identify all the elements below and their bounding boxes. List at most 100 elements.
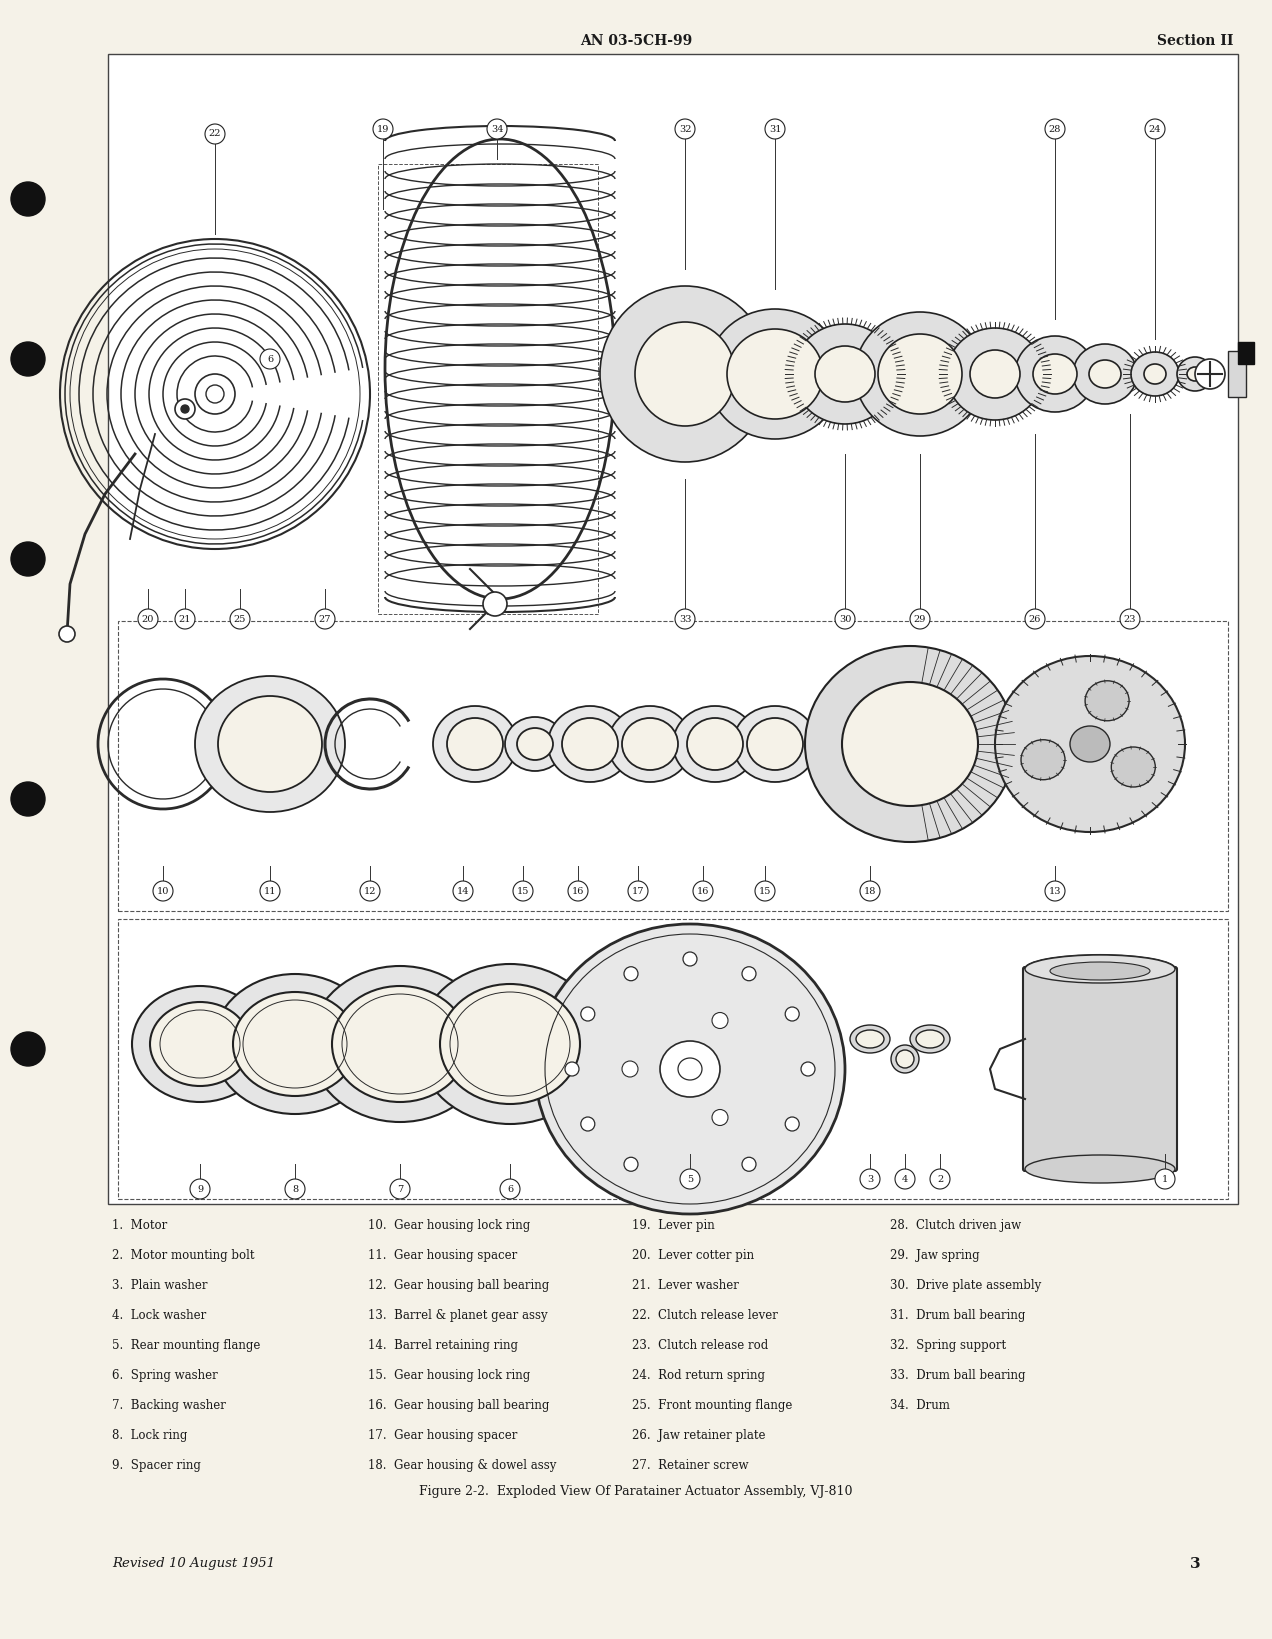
Ellipse shape (373, 120, 393, 139)
Text: AN 03-5CH-99: AN 03-5CH-99 (580, 34, 692, 48)
Ellipse shape (815, 346, 875, 402)
Text: 5: 5 (687, 1175, 693, 1183)
Text: 31: 31 (768, 125, 781, 133)
FancyBboxPatch shape (1023, 967, 1177, 1170)
Text: 34: 34 (491, 125, 504, 133)
Text: 7: 7 (397, 1185, 403, 1193)
Ellipse shape (712, 1013, 728, 1029)
Ellipse shape (446, 718, 502, 770)
Text: 6: 6 (267, 354, 273, 364)
Text: 8: 8 (293, 1185, 298, 1193)
Ellipse shape (855, 311, 985, 436)
Text: Section II: Section II (1156, 34, 1234, 48)
Bar (1227, 351, 1247, 397)
Text: 6.  Spring washer: 6. Spring washer (112, 1369, 218, 1382)
Ellipse shape (259, 882, 280, 901)
Text: 10.  Gear housing lock ring: 10. Gear housing lock ring (368, 1219, 530, 1233)
Ellipse shape (1046, 882, 1065, 901)
Ellipse shape (801, 1062, 815, 1075)
Ellipse shape (608, 706, 692, 782)
Ellipse shape (206, 385, 224, 403)
Ellipse shape (995, 656, 1186, 833)
Ellipse shape (916, 1029, 944, 1047)
Ellipse shape (1121, 610, 1140, 629)
Ellipse shape (233, 992, 357, 1096)
Text: 26: 26 (1029, 615, 1042, 623)
Ellipse shape (581, 1118, 595, 1131)
Ellipse shape (971, 351, 1020, 398)
Ellipse shape (712, 1110, 728, 1126)
Ellipse shape (1194, 359, 1225, 388)
Ellipse shape (487, 120, 508, 139)
Circle shape (11, 343, 45, 375)
Ellipse shape (176, 610, 195, 629)
Ellipse shape (707, 310, 843, 439)
Ellipse shape (310, 965, 490, 1123)
Ellipse shape (878, 334, 962, 415)
Text: 9: 9 (197, 1185, 204, 1193)
Text: 7.  Backing washer: 7. Backing washer (112, 1400, 226, 1413)
Ellipse shape (792, 325, 897, 425)
Ellipse shape (1049, 962, 1150, 980)
Bar (378, 164, 598, 615)
Ellipse shape (536, 924, 845, 1214)
Ellipse shape (513, 882, 533, 901)
Bar (118, 919, 1227, 1200)
Ellipse shape (500, 1178, 520, 1200)
Ellipse shape (625, 967, 639, 980)
Text: Revised 10 August 1951: Revised 10 August 1951 (112, 1557, 275, 1570)
Text: 31.  Drum ball bearing: 31. Drum ball bearing (890, 1310, 1025, 1323)
Ellipse shape (785, 1118, 799, 1131)
Ellipse shape (218, 697, 322, 792)
Ellipse shape (205, 125, 225, 144)
Ellipse shape (1085, 680, 1130, 721)
Text: 4: 4 (902, 1175, 908, 1183)
Ellipse shape (895, 1169, 915, 1188)
Ellipse shape (391, 1178, 410, 1200)
Ellipse shape (622, 718, 678, 770)
Ellipse shape (1046, 120, 1065, 139)
Ellipse shape (548, 706, 632, 782)
Ellipse shape (678, 1059, 702, 1080)
Ellipse shape (1015, 336, 1095, 411)
Ellipse shape (565, 1062, 579, 1075)
Ellipse shape (890, 1046, 918, 1074)
Ellipse shape (1025, 1155, 1175, 1183)
Ellipse shape (1033, 354, 1077, 393)
Circle shape (11, 1033, 45, 1065)
Text: 14.  Barrel retaining ring: 14. Barrel retaining ring (368, 1339, 518, 1352)
Ellipse shape (856, 1029, 884, 1047)
Ellipse shape (742, 1157, 756, 1172)
Ellipse shape (360, 882, 380, 901)
Ellipse shape (1070, 726, 1110, 762)
Text: 16.  Gear housing ball bearing: 16. Gear housing ball bearing (368, 1400, 550, 1413)
Ellipse shape (1145, 120, 1165, 139)
Ellipse shape (1144, 364, 1166, 384)
Ellipse shape (418, 964, 602, 1124)
Ellipse shape (842, 682, 978, 806)
Circle shape (181, 405, 190, 413)
Ellipse shape (785, 1006, 799, 1021)
Ellipse shape (1187, 367, 1203, 380)
Ellipse shape (675, 120, 695, 139)
Text: 17: 17 (632, 887, 644, 895)
Ellipse shape (625, 1157, 639, 1172)
Text: 1.  Motor: 1. Motor (112, 1219, 167, 1233)
Ellipse shape (834, 610, 855, 629)
Circle shape (11, 782, 45, 816)
Ellipse shape (1131, 352, 1179, 397)
Text: 1: 1 (1161, 1175, 1168, 1183)
Text: 30.  Drive plate assembly: 30. Drive plate assembly (890, 1278, 1042, 1292)
Ellipse shape (733, 706, 817, 782)
Text: 23.  Clutch release rod: 23. Clutch release rod (632, 1339, 768, 1352)
Text: 12.  Gear housing ball bearing: 12. Gear housing ball bearing (368, 1278, 550, 1292)
Ellipse shape (805, 646, 1015, 842)
Circle shape (483, 592, 508, 616)
Text: 15: 15 (516, 887, 529, 895)
Text: 18: 18 (864, 887, 876, 895)
Text: 20: 20 (141, 615, 154, 623)
Ellipse shape (195, 374, 235, 415)
Text: 27.  Retainer screw: 27. Retainer screw (632, 1459, 748, 1472)
Ellipse shape (860, 1169, 880, 1188)
Text: 25.  Front mounting flange: 25. Front mounting flange (632, 1400, 792, 1413)
